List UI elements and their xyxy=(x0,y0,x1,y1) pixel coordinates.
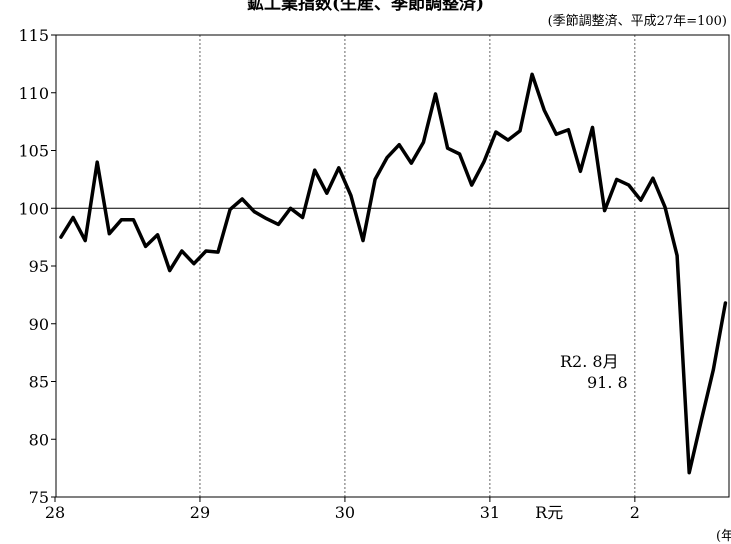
data-point xyxy=(615,178,618,181)
data-point xyxy=(216,250,220,254)
data-point xyxy=(96,160,99,164)
data-point xyxy=(591,126,594,129)
data-point xyxy=(603,209,606,212)
data-point xyxy=(627,183,630,187)
chart-subtitle: (季節調整済、平成27年=100) xyxy=(547,14,727,29)
data-point xyxy=(253,210,256,213)
data-point xyxy=(579,170,582,173)
y-tick-label: 95 xyxy=(29,257,49,276)
x-tick-label: 2 xyxy=(630,503,640,522)
data-point xyxy=(71,216,75,219)
data-point xyxy=(543,108,546,112)
plot-frame xyxy=(55,34,730,498)
data-point xyxy=(506,138,510,142)
data-point xyxy=(494,130,498,134)
data-point xyxy=(156,233,159,237)
y-tick-label: 85 xyxy=(29,373,49,392)
data-point xyxy=(349,194,353,197)
data-point xyxy=(398,143,401,146)
data-point xyxy=(192,262,196,265)
data-point xyxy=(132,218,135,221)
x-tick-label-reiwa: R元 xyxy=(535,503,563,522)
y-tick-label: 80 xyxy=(29,430,49,449)
chart-title: 鉱工業指数(生産、季節調整済) xyxy=(246,0,485,14)
data-point xyxy=(83,239,87,242)
data-point xyxy=(168,269,171,272)
data-point xyxy=(639,198,643,202)
y-tick-label: 105 xyxy=(18,142,49,161)
data-point xyxy=(325,192,328,195)
data-point xyxy=(422,141,425,144)
data-point xyxy=(361,239,365,242)
x-tick-label: 30 xyxy=(335,503,355,522)
data-point xyxy=(289,207,292,210)
data-point xyxy=(410,162,413,165)
y-tick-label: 75 xyxy=(29,488,49,507)
data-point xyxy=(687,471,691,474)
data-point xyxy=(482,160,485,164)
annotation-label-month: R2. 8月 xyxy=(560,352,619,371)
x-tick-label: 31 xyxy=(480,503,500,522)
data-point xyxy=(265,217,268,220)
data-point xyxy=(470,183,473,187)
data-point xyxy=(120,218,123,221)
y-tick-label: 115 xyxy=(18,26,49,45)
data-point xyxy=(385,156,389,159)
data-point xyxy=(724,301,727,305)
data-point xyxy=(241,197,244,201)
data-point xyxy=(204,249,208,253)
data-point xyxy=(180,249,183,253)
data-point xyxy=(651,177,655,180)
data-point xyxy=(700,419,703,422)
data-point xyxy=(373,178,377,181)
data-point xyxy=(144,245,147,248)
data-point xyxy=(108,232,111,235)
data-point xyxy=(567,128,570,131)
y-tick-label: 110 xyxy=(18,84,49,103)
data-point xyxy=(675,254,679,257)
data-point xyxy=(277,223,280,226)
data-point xyxy=(59,235,63,239)
data-point xyxy=(712,368,715,372)
data-point xyxy=(458,152,461,156)
data-point xyxy=(228,208,232,211)
data-point xyxy=(446,146,449,150)
series-line xyxy=(59,72,728,475)
y-tick-label: 100 xyxy=(18,199,49,218)
x-tick-label: 28 xyxy=(45,503,65,522)
data-point xyxy=(434,92,437,96)
data-point xyxy=(301,216,304,219)
x-axis-unit: (年 xyxy=(716,529,731,544)
y-tick-label: 90 xyxy=(29,315,49,334)
x-tick-label: 29 xyxy=(190,503,210,522)
data-point xyxy=(313,168,316,172)
data-point xyxy=(518,129,522,133)
data-point xyxy=(555,133,558,136)
data-point xyxy=(663,205,667,209)
data-point xyxy=(530,73,534,76)
annotation-label-value: 91. 8 xyxy=(587,373,628,392)
data-point xyxy=(337,166,341,170)
